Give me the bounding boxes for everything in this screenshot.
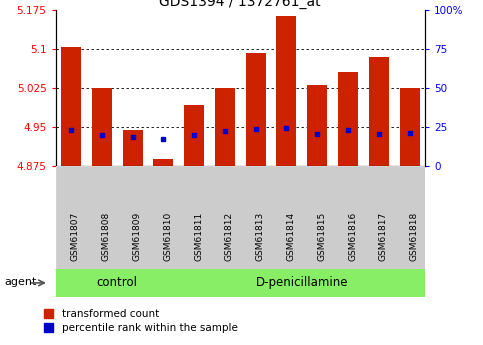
Bar: [364, 166, 394, 269]
Text: GSM61817: GSM61817: [379, 212, 388, 262]
Bar: [394, 166, 425, 269]
Text: GSM61814: GSM61814: [286, 212, 296, 261]
Bar: [56, 269, 179, 297]
Bar: [369, 57, 389, 166]
Bar: [179, 269, 425, 297]
Text: agent: agent: [4, 277, 37, 286]
Text: GSM61809: GSM61809: [132, 212, 142, 262]
Bar: [246, 53, 266, 166]
Bar: [240, 166, 271, 269]
Bar: [117, 166, 148, 269]
Bar: [123, 130, 142, 166]
Bar: [215, 88, 235, 166]
Text: GSM61813: GSM61813: [256, 212, 265, 262]
Bar: [56, 166, 86, 269]
Text: GSM61816: GSM61816: [348, 212, 357, 262]
Bar: [86, 166, 117, 269]
Bar: [92, 88, 112, 166]
Text: GSM61818: GSM61818: [410, 212, 419, 262]
Bar: [179, 166, 210, 269]
Bar: [276, 16, 297, 166]
Text: D-penicillamine: D-penicillamine: [256, 276, 348, 289]
Bar: [210, 166, 240, 269]
Text: GSM61807: GSM61807: [71, 212, 80, 262]
Bar: [333, 166, 364, 269]
Bar: [307, 86, 327, 166]
Text: GSM61810: GSM61810: [163, 212, 172, 262]
Text: GSM61815: GSM61815: [317, 212, 327, 262]
Title: GDS1394 / 1372761_at: GDS1394 / 1372761_at: [159, 0, 321, 9]
Bar: [148, 166, 179, 269]
Bar: [399, 88, 420, 166]
Bar: [338, 72, 358, 166]
Text: GSM61808: GSM61808: [102, 212, 111, 262]
Text: control: control: [97, 276, 138, 289]
Bar: [271, 166, 302, 269]
Bar: [302, 166, 333, 269]
Bar: [153, 159, 173, 166]
Text: GSM61811: GSM61811: [194, 212, 203, 262]
Legend: transformed count, percentile rank within the sample: transformed count, percentile rank withi…: [44, 309, 238, 333]
Text: GSM61812: GSM61812: [225, 212, 234, 261]
Bar: [184, 105, 204, 166]
Bar: [61, 47, 81, 166]
